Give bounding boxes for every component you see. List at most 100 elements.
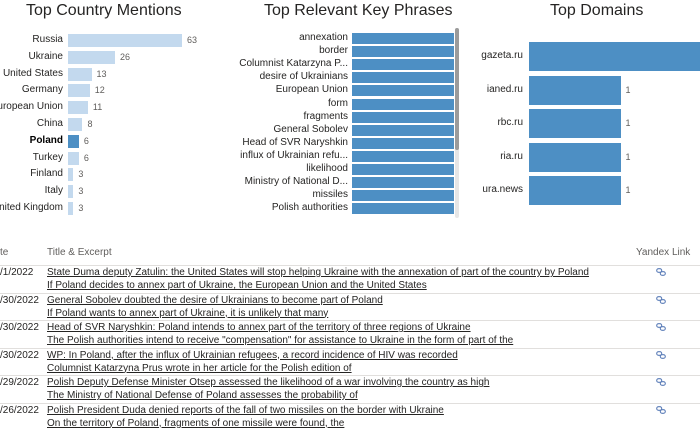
country-row[interactable]: United States 13	[0, 67, 230, 84]
row-excerpt-link[interactable]: The Ministry of National Defense of Pola…	[47, 390, 358, 401]
phrase-row[interactable]: Ministry of National D...	[230, 176, 455, 189]
row-excerpt-link[interactable]: If Poland wants to annex part of Ukraine…	[47, 307, 329, 319]
country-row[interactable]: European Union 11	[0, 100, 230, 117]
phrase-row[interactable]: missiles	[230, 189, 455, 202]
country-bar[interactable]	[68, 101, 88, 115]
domain-bar[interactable]	[529, 42, 700, 71]
domain-label: rbc.ru	[497, 117, 523, 128]
country-bar[interactable]	[68, 34, 182, 47]
phrase-bar[interactable]	[352, 124, 454, 136]
link-icon[interactable]	[656, 405, 666, 414]
phrases-scrollbar-thumb[interactable]	[455, 28, 459, 150]
link-icon[interactable]	[656, 295, 666, 304]
phrase-label: European Union	[275, 84, 348, 96]
phrase-bar[interactable]	[352, 85, 454, 97]
domain-value: 1	[625, 84, 631, 95]
column-header-date[interactable]: te	[0, 247, 9, 258]
phrase-bar[interactable]	[352, 137, 454, 149]
phrase-label: desire of Ukrainians	[259, 71, 348, 83]
phrase-bar[interactable]	[352, 150, 454, 162]
country-value: 3	[78, 186, 84, 197]
phrase-bar[interactable]	[352, 203, 454, 215]
country-row[interactable]: United Kingdom 3	[0, 201, 230, 218]
domain-bar[interactable]	[529, 176, 621, 205]
row-date: /30/2022	[0, 322, 39, 333]
domain-label: ria.ru	[500, 150, 523, 162]
row-excerpt-link[interactable]: On the territory of Poland, fragments of…	[47, 417, 345, 429]
row-title-link[interactable]: Head of SVR Naryshkin: Poland intends to…	[47, 322, 471, 333]
country-bar[interactable]	[68, 50, 116, 64]
row-title-link[interactable]: Polish Deputy Defense Minister Otsep ass…	[47, 377, 490, 388]
phrase-bar[interactable]	[352, 59, 454, 71]
phrase-bar[interactable]	[352, 98, 454, 110]
phrase-bar[interactable]	[352, 177, 454, 189]
domain-row[interactable]: ria.ru 1	[470, 142, 700, 173]
link-icon[interactable]	[656, 268, 666, 276]
phrase-row[interactable]: General Sobolev	[230, 124, 455, 137]
country-bar[interactable]	[68, 134, 79, 148]
phrase-bar[interactable]	[352, 190, 454, 202]
country-row[interactable]: China 8	[0, 117, 230, 134]
country-bar[interactable]	[68, 202, 74, 215]
phrase-row[interactable]: influx of Ukrainian refu...	[230, 150, 455, 163]
phrase-row[interactable]: Head of SVR Naryshkin	[230, 137, 455, 150]
domain-row[interactable]: ianed.ru 1	[470, 75, 700, 106]
country-row[interactable]: Germany 12	[0, 83, 230, 100]
phrase-bar[interactable]	[352, 33, 454, 44]
row-excerpt-link[interactable]: The Polish authorities intend to receive…	[47, 335, 514, 346]
phrase-row[interactable]: annexation	[230, 32, 455, 45]
phrase-row[interactable]: border	[230, 45, 455, 58]
phrase-row[interactable]: Polish authorities	[230, 202, 455, 215]
column-header-yandex-link[interactable]: Yandex Link	[636, 247, 691, 258]
country-row[interactable]: Poland 6	[0, 134, 230, 151]
country-label: Italy	[44, 185, 63, 197]
link-icon[interactable]	[656, 323, 666, 331]
country-bar[interactable]	[68, 67, 92, 81]
domain-bar[interactable]	[529, 75, 621, 105]
country-row[interactable]: Russia 63	[0, 33, 230, 50]
phrase-bar[interactable]	[352, 164, 454, 175]
table-row-divider	[0, 265, 700, 266]
country-bar[interactable]	[68, 168, 74, 182]
link-icon[interactable]	[656, 350, 666, 359]
domain-bar[interactable]	[529, 109, 621, 138]
country-bar[interactable]	[68, 185, 74, 199]
domain-row[interactable]: rbc.ru 1	[470, 109, 700, 139]
phrase-bar[interactable]	[352, 46, 454, 58]
phrase-label: Ministry of National D...	[244, 176, 348, 188]
country-bar[interactable]	[68, 118, 83, 131]
row-title-link[interactable]: State Duma deputy Zatulin: the United St…	[47, 267, 589, 278]
phrase-label: fragments	[303, 110, 348, 122]
phrase-row[interactable]: desire of Ukrainians	[230, 71, 455, 84]
country-value: 6	[83, 152, 89, 163]
domain-row[interactable]: ura.news 1	[470, 176, 700, 206]
phrase-label: Polish authorities	[271, 202, 348, 214]
phrase-row[interactable]: form	[230, 98, 455, 111]
phrase-row[interactable]: European Union	[230, 84, 455, 97]
country-row[interactable]: Ukraine 26	[0, 50, 230, 67]
column-header-title[interactable]: Title & Excerpt	[47, 247, 112, 258]
phrase-bar[interactable]	[352, 111, 454, 123]
row-excerpt-link[interactable]: If Poland decides to annex part of Ukrai…	[47, 280, 427, 291]
country-label: Germany	[21, 84, 63, 96]
row-excerpt-link[interactable]: Columnist Katarzyna Prus wrote in her ar…	[47, 362, 352, 374]
link-icon[interactable]	[656, 378, 666, 386]
domain-bar[interactable]	[529, 142, 621, 172]
phrase-row[interactable]: Columnist Katarzyna P...	[230, 58, 455, 71]
row-title-link[interactable]: Polish President Duda denied reports of …	[47, 404, 444, 416]
phrase-row[interactable]: likelihood	[230, 163, 455, 176]
country-bar[interactable]	[68, 151, 79, 165]
country-bar[interactable]	[68, 84, 90, 98]
country-row[interactable]: Turkey 6	[0, 151, 230, 168]
country-value: 12	[94, 85, 105, 96]
country-label: Turkey	[32, 151, 63, 163]
row-title-link[interactable]: WP: In Poland, after the influx of Ukrai…	[47, 349, 458, 361]
country-row[interactable]: Italy 3	[0, 184, 230, 201]
domain-value: 1	[625, 151, 631, 162]
domain-row[interactable]: gazeta.ru2	[470, 42, 700, 72]
row-title-link[interactable]: General Sobolev doubted the desire of Uk…	[47, 294, 383, 306]
phrase-row[interactable]: fragments	[230, 111, 455, 124]
country-row[interactable]: Finland 3	[0, 167, 230, 184]
phrase-bar[interactable]	[352, 72, 454, 84]
table-row-divider	[0, 375, 700, 376]
